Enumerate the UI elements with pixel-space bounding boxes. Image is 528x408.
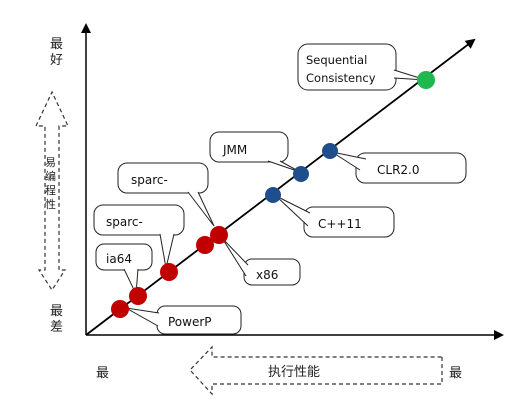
- point-sparc-lower: [160, 263, 178, 281]
- callout-tail-cpp: [275, 195, 311, 227]
- programmability-char-4: 性: [45, 197, 56, 211]
- programmability-char-2: 编: [45, 169, 56, 183]
- y-top-label-2: 好: [50, 53, 63, 68]
- callout-text-x86: x86: [256, 268, 278, 282]
- performance-label: 执行性能: [268, 365, 320, 380]
- callout-text-powerp: PowerP: [168, 315, 212, 329]
- point-cpp: [265, 187, 281, 203]
- callout-text-sequential-1: Sequential: [306, 53, 367, 67]
- point-sequential: [417, 71, 435, 89]
- callout-text-cpp: C++11: [318, 217, 362, 231]
- callout-box-sparc-lower: [93, 204, 185, 236]
- x-right-label: 最: [449, 366, 462, 381]
- point-x86: [196, 236, 214, 254]
- trend-line: [85, 38, 476, 336]
- programmability-char-1: 易: [45, 156, 56, 169]
- point-powerp: [111, 300, 129, 318]
- programmability-char-3: 程: [45, 184, 56, 197]
- callout-box-sparc-upper: [117, 162, 209, 194]
- point-jmm: [293, 166, 309, 182]
- callout-text-sparc-upper: sparc-: [131, 173, 168, 187]
- callout-tail-x86: [221, 237, 249, 277]
- point-ia64: [129, 287, 147, 305]
- callout-tail-powerp: [125, 307, 160, 327]
- x-left-label: 最: [96, 366, 109, 381]
- callout-text-sparc-lower: sparc-: [106, 215, 143, 229]
- callout-box-jmm: [209, 131, 289, 163]
- callout-text-jmm: JMM: [222, 143, 247, 157]
- callout-text-sequential-2: Consistency: [306, 71, 376, 85]
- programmability-arrow: [35, 90, 69, 292]
- y-top-label-1: 最: [50, 37, 63, 52]
- y-bottom-label-1: 最: [50, 304, 63, 319]
- point-clr: [322, 143, 338, 159]
- callout-box-sequential: [297, 43, 397, 91]
- y-bottom-label-2: 差: [50, 320, 63, 335]
- callout-tail-sparc-lower: [159, 233, 175, 269]
- callout-text-clr: CLR2.0: [377, 163, 420, 177]
- callout-tail-sparc-upper: [187, 191, 215, 227]
- point-sparc-upper: [210, 226, 228, 244]
- performance-arrow: [189, 345, 443, 396]
- callout-text-ia64: ia64: [106, 252, 132, 266]
